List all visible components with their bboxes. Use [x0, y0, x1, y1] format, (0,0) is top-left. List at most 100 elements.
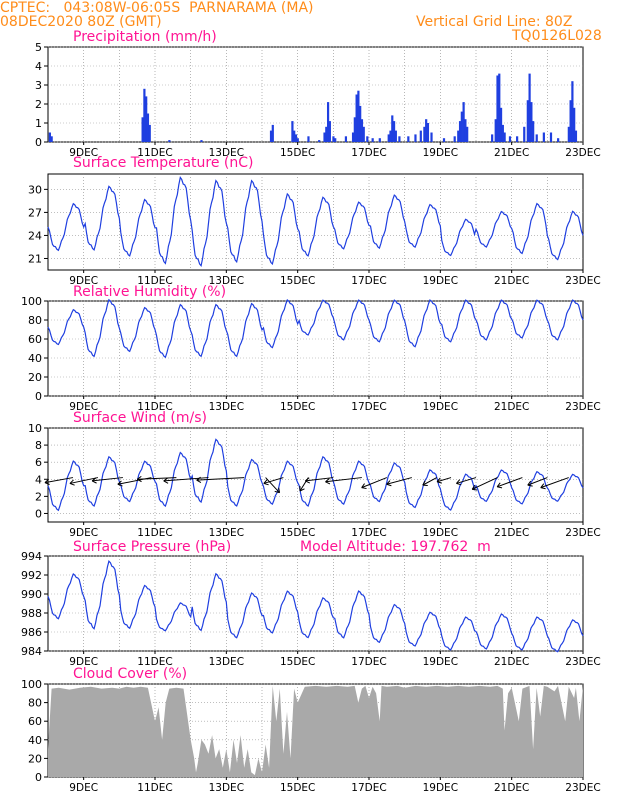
pressure-ytick-label: 984	[21, 645, 42, 658]
precip-bar	[294, 134, 298, 142]
wind-xtick-label: 11DEC	[137, 527, 172, 539]
cloud-title: Cloud Cover (%)	[73, 666, 188, 682]
humidity-xtick-label: 23DEC	[565, 401, 600, 413]
pressure-xtick-label: 15DEC	[280, 656, 315, 668]
vertical-grid-info: Vertical Grid Line: 80Z	[416, 14, 573, 30]
precip-bar	[442, 138, 446, 142]
pressure-title: Surface Pressure (hPa)	[73, 539, 232, 555]
wind-vector	[137, 477, 177, 480]
temperature-xtick-label: 9DEC	[69, 275, 98, 287]
temperature-xtick-label: 21DEC	[494, 275, 529, 287]
wind-vector	[69, 477, 99, 484]
wind-ytick-label: 4	[35, 473, 42, 486]
wind-vector	[540, 477, 569, 489]
wind-arrowhead	[496, 482, 503, 489]
cloud-area	[48, 685, 583, 777]
precip-bar	[557, 138, 560, 142]
wind-arrowhead	[274, 487, 281, 494]
wind-arrowhead	[263, 479, 269, 486]
temperature-ytick-label: 27	[28, 206, 42, 219]
precip-xtick-label: 9DEC	[69, 147, 98, 159]
wind-vector	[436, 477, 452, 483]
precip-bar	[460, 111, 463, 142]
precip-bar	[523, 126, 526, 142]
precip-bar	[269, 130, 273, 142]
wind-arrowhead	[422, 480, 428, 486]
precip-bar	[462, 102, 465, 142]
cloud-ytick-label: 20	[28, 752, 42, 765]
temperature-frame	[47, 173, 584, 271]
precip-bar	[503, 132, 506, 142]
precip-bar	[530, 102, 533, 142]
run-date: 08DEC2020 80Z (GMT)	[0, 14, 162, 30]
wind-xtick-label: 15DEC	[280, 527, 315, 539]
precip-bar	[501, 124, 504, 142]
wind-vector	[471, 477, 498, 490]
humidity-xtick-label: 13DEC	[209, 401, 244, 413]
wind-vector	[527, 477, 548, 486]
temperature-ytick-label: 30	[28, 183, 42, 196]
precip-bar	[334, 138, 337, 142]
model-altitude-label: Model Altitude: 197.762 m	[300, 539, 491, 555]
cloud-ytick-label: 80	[28, 697, 42, 710]
wind-vector	[456, 477, 477, 484]
precip-bar	[326, 102, 330, 142]
precip-bar	[414, 134, 417, 142]
humidity-title: Relative Humidity (%)	[73, 284, 227, 300]
wind-ytick-label: 0	[35, 507, 42, 520]
precip-bar	[50, 136, 53, 142]
precip-bar	[353, 117, 356, 142]
wind-arrowhead	[299, 486, 305, 492]
temperature-xtick-label: 13DEC	[209, 275, 244, 287]
humidity-ytick-label: 20	[28, 371, 42, 384]
precip-bar	[366, 136, 369, 142]
wind-arrowhead	[196, 476, 202, 483]
precip-bar	[387, 134, 390, 142]
precip-bar	[371, 138, 374, 142]
wind-arrowhead	[361, 483, 367, 490]
pressure-xtick-label: 19DEC	[423, 656, 458, 668]
wind-vector	[196, 477, 245, 481]
precip-bar	[426, 123, 430, 142]
precip-bar	[398, 136, 401, 142]
cloud-xtick-label: 15DEC	[280, 782, 315, 794]
pressure-ytick-label: 988	[21, 607, 42, 620]
wind-vector	[386, 477, 412, 485]
precip-bar	[362, 126, 365, 142]
wind-vector	[361, 477, 388, 489]
humidity-xtick-label: 17DEC	[351, 401, 386, 413]
precip-bar	[392, 121, 396, 142]
precip-bar	[407, 136, 410, 142]
humidity-xtick-label: 19DEC	[423, 401, 458, 413]
wind-xtick-label: 9DEC	[69, 527, 98, 539]
pressure-ytick-label: 986	[21, 626, 42, 639]
precip-xtick-label: 11DEC	[137, 147, 172, 159]
cloud-xtick-label: 19DEC	[423, 782, 458, 794]
cloud-xtick-label: 13DEC	[209, 782, 244, 794]
wind-arrowhead	[163, 477, 169, 484]
cloud-ytick-label: 40	[28, 734, 42, 747]
wind-ytick-label: 8	[35, 439, 42, 452]
precip-ytick-label: 5	[35, 41, 42, 54]
precip-bar	[425, 119, 428, 142]
wind-arrowhead	[386, 480, 392, 487]
wind-xtick-label: 19DEC	[423, 527, 458, 539]
cloud-xtick-label: 9DEC	[69, 782, 98, 794]
precip-bar	[344, 136, 348, 142]
pressure-xtick-label: 23DEC	[565, 656, 600, 668]
humidity-ytick-label: 0	[35, 390, 42, 403]
precip-xtick-label: 17DEC	[351, 147, 386, 159]
precip-bar	[351, 132, 355, 142]
wind-arrowhead	[136, 475, 142, 483]
precip-bar	[323, 132, 326, 142]
cloud-xtick-label: 17DEC	[351, 782, 386, 794]
humidity-ytick-label: 60	[28, 333, 42, 346]
wind-vector	[325, 477, 362, 483]
wind-ytick-label: 6	[35, 456, 42, 469]
precip-xtick-label: 23DEC	[565, 147, 600, 159]
temperature-xtick-label: 19DEC	[423, 275, 458, 287]
temperature-ytick-label: 21	[28, 252, 42, 265]
station-header: CPTEC: 043:08W-06:05S PARNARAMA (MA)	[0, 0, 314, 16]
pressure-xtick-label: 11DEC	[137, 656, 172, 668]
